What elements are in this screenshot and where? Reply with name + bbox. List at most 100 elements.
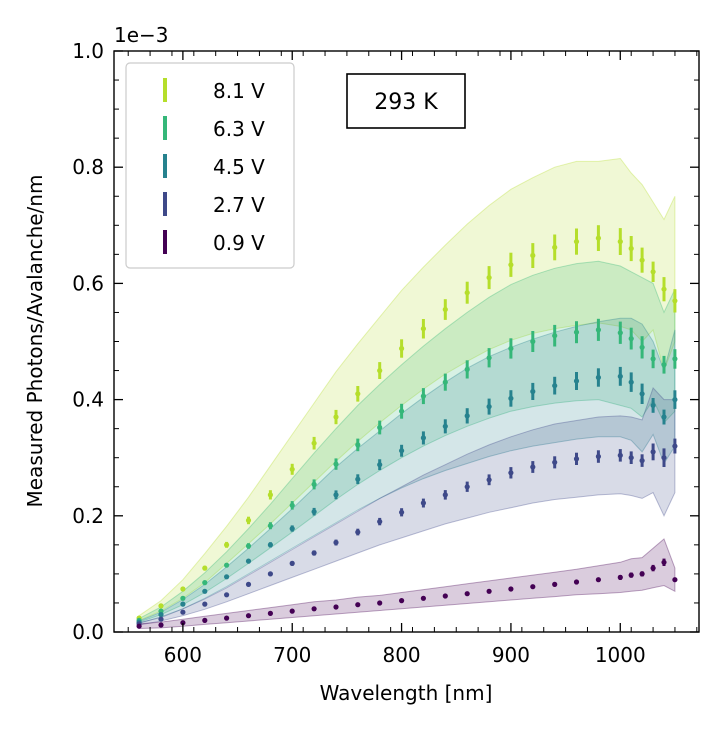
data-point — [377, 368, 383, 374]
data-point — [650, 269, 656, 275]
data-point — [639, 344, 645, 350]
data-point — [595, 374, 602, 381]
data-point — [311, 481, 317, 487]
data-point — [224, 615, 230, 621]
data-point — [650, 565, 656, 571]
data-point — [464, 366, 470, 372]
data-point — [552, 244, 558, 250]
data-point — [420, 595, 426, 601]
data-point — [267, 492, 273, 498]
data-point — [377, 424, 383, 431]
data-point — [486, 404, 492, 410]
data-point — [289, 608, 295, 614]
x-axis-label: Wavelength [nm] — [320, 681, 493, 705]
data-point — [333, 604, 339, 610]
band-4 — [138, 538, 676, 630]
temperature-annotation: 293 K — [346, 73, 466, 129]
data-point — [377, 600, 383, 606]
data-point — [573, 329, 580, 335]
data-point — [202, 617, 208, 624]
data-point — [245, 543, 252, 549]
data-point — [552, 581, 558, 588]
data-point — [628, 379, 634, 385]
data-point — [508, 345, 514, 352]
data-point — [552, 383, 558, 389]
data-point — [486, 275, 492, 281]
data-point — [661, 286, 667, 292]
band-3 — [138, 387, 676, 626]
data-point — [158, 612, 164, 618]
uncertainty-bands — [138, 157, 676, 630]
data-point — [639, 571, 645, 577]
series-3 — [136, 438, 678, 627]
data-point — [595, 235, 602, 241]
x-tick-label: 1000 — [595, 643, 646, 667]
data-point — [661, 414, 667, 420]
data-point — [399, 408, 405, 414]
data-point — [650, 356, 656, 362]
data-point — [464, 484, 470, 490]
data-point — [442, 423, 448, 429]
data-point — [573, 378, 580, 384]
legend: 8.1 V 6.3 V 4.5 V 2.7 V 0.9 V — [125, 62, 295, 269]
legend-marker — [163, 116, 167, 140]
data-point — [442, 593, 448, 599]
data-point — [508, 586, 514, 592]
data-point — [464, 413, 470, 419]
data-point — [355, 442, 361, 448]
data-point — [267, 571, 273, 577]
data-point — [180, 595, 186, 601]
data-point — [377, 462, 383, 468]
data-point — [617, 452, 623, 458]
data-point — [464, 591, 470, 597]
data-point — [136, 623, 142, 629]
y-tick-label: 1.0 — [72, 39, 104, 63]
data-point — [508, 470, 514, 476]
data-point — [508, 262, 514, 268]
legend-label: 6.3 V — [213, 117, 265, 141]
legend-items: 8.1 V 6.3 V 4.5 V 2.7 V 0.9 V — [163, 78, 265, 255]
legend-box — [125, 62, 295, 269]
series-2 — [136, 366, 678, 625]
data-point — [333, 539, 339, 546]
data-point — [202, 601, 208, 607]
data-point — [530, 584, 536, 590]
data-point — [311, 550, 317, 556]
data-point — [595, 327, 602, 333]
series-0 — [136, 225, 678, 621]
data-point — [639, 458, 645, 464]
band-1 — [138, 260, 676, 623]
data-point — [595, 453, 602, 460]
data-point — [486, 355, 492, 361]
data-point — [530, 388, 536, 395]
data-point — [224, 562, 230, 568]
data-point — [333, 414, 339, 420]
data-point — [267, 523, 273, 529]
data-point — [650, 449, 656, 455]
data-point — [399, 448, 405, 454]
data-point — [399, 345, 405, 352]
data-point — [442, 379, 448, 385]
data-point — [289, 560, 295, 567]
data-point — [267, 542, 273, 548]
x-tick-label: 900 — [492, 643, 530, 667]
data-point — [180, 601, 186, 607]
band-0 — [138, 157, 676, 622]
data-point — [672, 443, 678, 449]
y-offset-label: 1e−3 — [114, 23, 169, 47]
legend-marker — [163, 230, 167, 254]
y-tick-label: 0.2 — [72, 504, 104, 528]
data-point — [202, 580, 208, 586]
data-point — [180, 609, 186, 615]
legend-marker — [163, 154, 167, 178]
data-point — [245, 517, 252, 524]
annotation-text: 293 K — [374, 90, 438, 115]
y-axis: 0.0 0.2 0.4 0.6 0.8 1.0 — [72, 39, 699, 644]
data-point — [639, 391, 645, 397]
data-point — [639, 257, 645, 263]
data-point — [628, 572, 634, 578]
data-point — [672, 298, 678, 304]
data-point — [158, 603, 164, 609]
x-axis: 600 700 800 900 1000 — [127, 51, 698, 667]
legend-label: 2.7 V — [213, 193, 265, 217]
